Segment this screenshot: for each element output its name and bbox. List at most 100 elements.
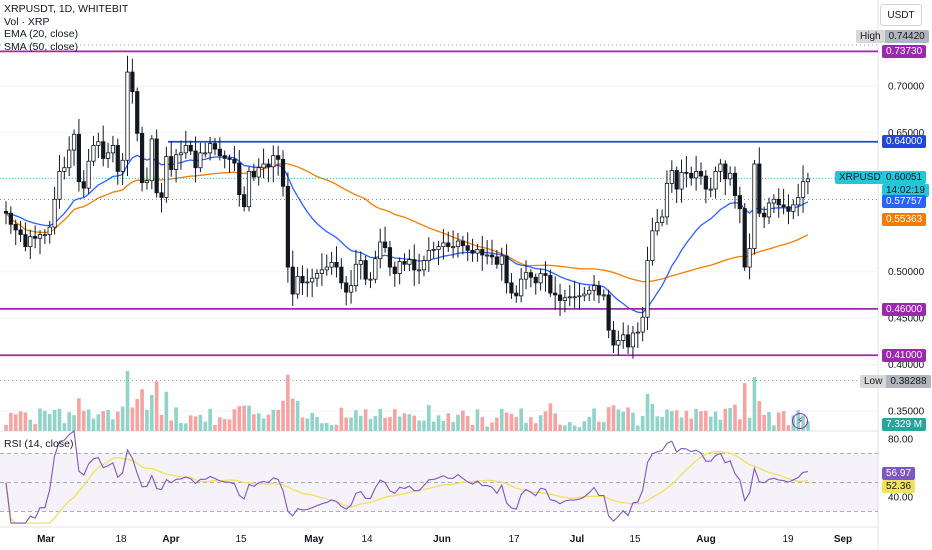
candle-body [606, 294, 611, 331]
high-value: 0.74420 [884, 30, 929, 43]
level-tag-1: 0.73730 [882, 45, 927, 58]
volume-bar [393, 409, 397, 431]
candle-body [480, 249, 485, 256]
volume-indicator-label[interactable]: Vol · XRP [4, 15, 50, 28]
time-tick-label: 18 [115, 534, 127, 545]
volume-bar [733, 404, 737, 431]
candle-body [762, 212, 767, 218]
volume-bar [514, 417, 519, 431]
level-tag-3: 0.46000 [882, 303, 927, 316]
candle-body [62, 167, 67, 172]
ema-indicator-label[interactable]: EMA (20, close) [4, 28, 79, 40]
candle-body [96, 141, 101, 146]
volume-bar [222, 419, 227, 431]
candle-body [169, 156, 174, 170]
volume-bar [290, 398, 295, 431]
volume-bar [130, 407, 135, 431]
candle-body [533, 276, 538, 284]
currency-button[interactable]: USDT [880, 4, 922, 26]
candle-body [538, 273, 543, 284]
volume-bar [441, 421, 446, 431]
volume-bar [184, 423, 188, 431]
volume-bar [723, 408, 728, 431]
candle-body [305, 281, 310, 284]
volume-bar [665, 409, 669, 431]
candle-body [577, 295, 582, 298]
candle-body [120, 159, 125, 172]
candle-body [460, 240, 465, 247]
volume-bar [567, 422, 572, 431]
candle-body [660, 216, 665, 223]
axes: 0.70000 0.65000 0.50000 0.45000 0.40000 0.350… [37, 82, 924, 546]
candle-body [324, 266, 329, 271]
time-tick-label: May [304, 534, 324, 545]
candle-body [91, 145, 96, 162]
candle-body [470, 249, 475, 254]
candle-body [728, 172, 733, 180]
volume-bar [383, 417, 387, 431]
volume-bar [81, 410, 86, 431]
candle-body [237, 162, 242, 196]
time-tick-label: Apr [162, 534, 179, 545]
candle-body [271, 155, 276, 168]
candle-body [800, 181, 806, 198]
candle-body [101, 141, 106, 159]
low-marker: Low 0.38288 [860, 375, 931, 388]
symbol-price-tag: XRPUSDT [835, 171, 891, 184]
rsi-indicator-label[interactable]: RSI (14, close) [4, 438, 74, 450]
candle-body [81, 181, 86, 189]
price-tick-label: 0.65000 [888, 128, 925, 139]
candle-body [572, 296, 577, 299]
volume-bar [626, 407, 630, 431]
candle-body [348, 285, 354, 293]
volume-bar [490, 422, 494, 431]
candle-body [251, 171, 256, 178]
volume-bar [358, 415, 363, 431]
candle-body [791, 204, 796, 212]
grid [0, 0, 879, 550]
volume-bar [91, 418, 96, 431]
candle-body [28, 236, 33, 248]
volume-bar [636, 425, 640, 431]
rsi-ma-value-tag: 52.36 [882, 480, 916, 493]
volume-bar [67, 412, 71, 431]
candle-body [737, 195, 742, 209]
candle-body [616, 340, 621, 346]
volume-bar [786, 425, 791, 431]
volume-bar [504, 412, 509, 431]
volume-bar [451, 421, 455, 431]
volume-bar [597, 421, 601, 431]
candle-body [650, 230, 655, 261]
volume-bar [694, 408, 698, 431]
candle-body [329, 262, 334, 268]
candle-body [8, 212, 13, 225]
sma-indicator-label[interactable]: SMA (50, close) [4, 40, 79, 53]
volume-bar [261, 418, 266, 431]
volume-bar [115, 411, 120, 431]
volume-bars [4, 371, 810, 431]
rsi-tick-label: 80.00 [888, 435, 913, 446]
volume-bar [150, 394, 154, 431]
volume-bar [388, 416, 392, 431]
candle-body [669, 170, 674, 184]
volume-bar [208, 408, 212, 431]
volume-bar [135, 399, 140, 431]
volume-bar [344, 417, 348, 431]
volume-bar [18, 411, 23, 431]
alert-bolt-icon[interactable]: ⚡ [792, 413, 808, 429]
sma-line-layer [5, 162, 809, 283]
symbol-title[interactable]: XRPUSDT, 1D, WHITEBIT [4, 3, 129, 15]
candle-body [519, 278, 524, 297]
volume-bar [96, 414, 101, 431]
volume-bar [140, 389, 144, 431]
candle-body [504, 255, 509, 284]
ema-line [5, 154, 809, 314]
horizontal-levels[interactable] [0, 44, 878, 381]
candle-body [246, 171, 252, 208]
candle-body [387, 247, 393, 268]
candle-body [344, 282, 349, 293]
sma-value-tag: 0.55363 [882, 213, 927, 226]
candle-body [655, 222, 660, 232]
volume-bar [650, 403, 655, 431]
